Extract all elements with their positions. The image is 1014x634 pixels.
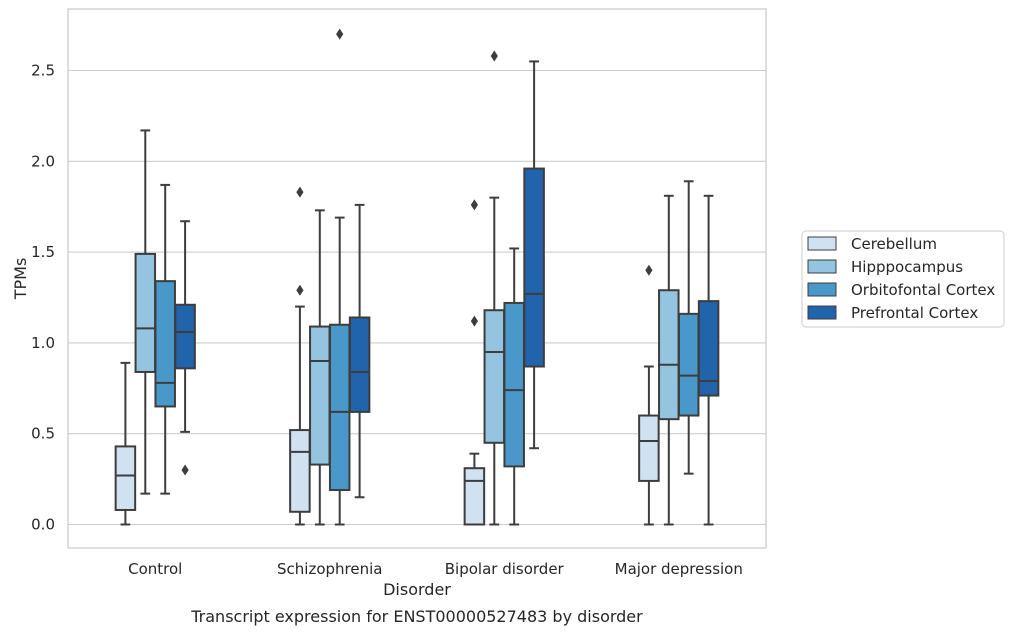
box-body — [134, 252, 157, 373]
x-tick-label: Schizophrenia — [277, 560, 382, 578]
box-body — [483, 309, 506, 444]
box-body — [503, 301, 525, 468]
outlier-point — [181, 464, 189, 476]
box — [697, 194, 720, 526]
legend-swatch — [807, 259, 837, 274]
outlier-point — [296, 284, 304, 296]
box — [348, 203, 371, 499]
box-body — [697, 300, 720, 397]
box-body — [348, 316, 371, 413]
y-tick-label: 1.0 — [31, 334, 55, 352]
box-body — [174, 303, 196, 370]
outlier-point — [470, 315, 478, 327]
outlier-point — [645, 264, 653, 276]
box-body — [658, 289, 680, 421]
legend-items: Cerebellum Hipppocampus Orbitofontal Corte… — [807, 235, 995, 322]
x-tick-label: Control — [128, 560, 182, 578]
outlier-point — [336, 28, 344, 40]
box — [658, 194, 680, 526]
legend-frame — [801, 230, 1005, 328]
y-axis-ticks: 0.0 0.5 1.0 1.5 2.0 2.5 — [31, 62, 55, 534]
box — [677, 180, 700, 475]
x-tick-label: Major depression — [615, 560, 743, 578]
legend-label: Cerebellum — [851, 235, 937, 253]
legend-label: Prefrontal Cortex — [851, 304, 978, 322]
box — [463, 199, 486, 526]
box — [523, 60, 545, 450]
box-groups — [114, 28, 720, 526]
y-tick-label: 1.5 — [31, 243, 55, 261]
box-body — [638, 414, 660, 482]
box-body — [114, 445, 137, 511]
outlier-point — [470, 199, 478, 211]
outlier-point — [296, 186, 304, 198]
box — [309, 209, 331, 526]
box-body — [328, 323, 351, 491]
box-body — [463, 467, 486, 526]
y-tick-label: 0.5 — [31, 425, 55, 443]
legend-label: Hipppocampus — [851, 258, 963, 276]
box-body — [309, 325, 331, 466]
chart-caption: Transcript expression for ENST0000052748… — [190, 607, 643, 626]
box-body — [523, 167, 545, 368]
y-tick-label: 0.0 — [31, 516, 55, 534]
box-body — [677, 312, 700, 417]
box-body — [289, 429, 311, 513]
legend-label: Orbitofontal Cortex — [851, 281, 995, 299]
legend-swatch — [807, 236, 837, 251]
box — [114, 361, 137, 526]
outlier-point — [490, 50, 498, 62]
legend-swatch — [807, 282, 837, 297]
box — [174, 220, 196, 476]
legend-swatch — [807, 305, 837, 320]
y-axis-label: TPMs — [11, 258, 30, 301]
legend: Cerebellum Hipppocampus Orbitofontal Corte… — [801, 230, 1005, 328]
box — [503, 247, 525, 526]
box — [483, 50, 506, 526]
box-body — [154, 280, 176, 408]
x-axis-label: Disorder — [383, 580, 451, 599]
y-tick-label: 2.0 — [31, 152, 55, 170]
y-tick-label: 2.5 — [31, 62, 55, 80]
box — [134, 129, 157, 495]
plot-frame — [67, 8, 767, 549]
box — [289, 186, 311, 526]
x-axis-ticks: Control Schizophrenia Bipolar disorder Majo… — [128, 560, 743, 578]
box — [638, 264, 660, 526]
x-tick-label: Bipolar disorder — [445, 560, 565, 578]
